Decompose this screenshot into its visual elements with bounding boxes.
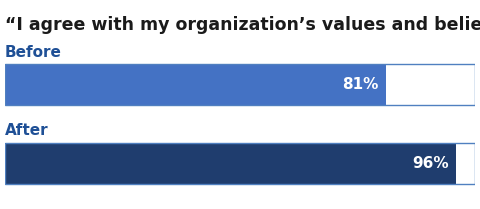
Bar <box>5 143 456 184</box>
Bar <box>5 143 475 184</box>
Text: 81%: 81% <box>342 77 379 92</box>
Text: “I agree with my organization’s values and beliefs.”: “I agree with my organization’s values a… <box>5 16 480 34</box>
Text: After: After <box>5 123 48 138</box>
Bar <box>5 64 386 105</box>
Text: 96%: 96% <box>413 156 449 171</box>
Bar <box>5 64 475 105</box>
Text: Before: Before <box>5 45 61 60</box>
